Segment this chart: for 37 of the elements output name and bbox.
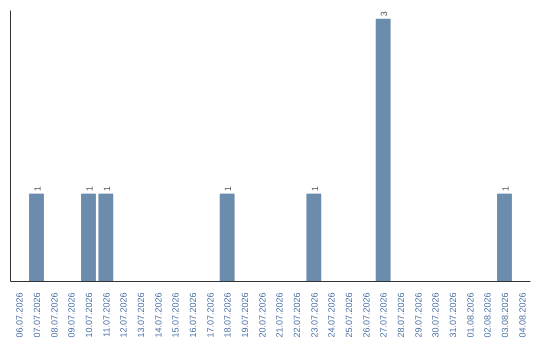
x-tick-label: 30.07.2026	[430, 292, 441, 338]
x-tick-label: 15.07.2026	[170, 292, 181, 338]
data-label: 1	[310, 186, 320, 192]
x-tick-label: 02.08.2026	[482, 292, 493, 338]
x-tick-label: 09.07.2026	[66, 292, 77, 338]
x-tick-label: 10.07.2026	[84, 292, 94, 338]
x-tick-label: 12.07.2026	[118, 292, 129, 338]
x-tick-label: 01.08.2026	[465, 292, 476, 338]
data-label: 1	[102, 186, 112, 192]
x-tick-label: 19.07.2026	[240, 292, 250, 338]
x-tick-label: 20.07.2026	[257, 292, 268, 338]
x-tick-label: 21.07.2026	[274, 292, 285, 338]
x-tick-label: 29.07.2026	[413, 292, 424, 338]
data-label: 3	[379, 11, 390, 16]
x-tick-label: 22.07.2026	[292, 292, 302, 338]
x-tick-label: 04.08.2026	[517, 292, 528, 338]
x-tick-label: 31.07.2026	[448, 292, 458, 338]
x-tick-label: 17.07.2026	[205, 292, 216, 338]
data-label: 1	[32, 186, 42, 192]
x-tick-label: 06.07.2026	[14, 292, 25, 338]
x-tick-label: 24.07.2026	[326, 292, 337, 338]
x-tick-label: 16.07.2026	[188, 292, 198, 338]
x-tick-label: 11.07.2026	[101, 292, 112, 337]
x-tick-label: 25.07.2026	[344, 292, 354, 338]
x-tick-label: 27.07.2026	[378, 292, 389, 338]
x-tick-label: 14.07.2026	[153, 292, 164, 338]
x-tick-label: 08.07.2026	[49, 292, 60, 338]
data-label: 1	[500, 186, 510, 192]
x-tick-label: 23.07.2026	[309, 292, 320, 338]
x-tick-label: 28.07.2026	[396, 292, 406, 338]
data-label: 1	[223, 186, 234, 192]
x-tick-label: 18.07.2026	[222, 292, 233, 338]
x-tick-label: 07.07.2026	[32, 292, 42, 338]
x-tick-label: 26.07.2026	[361, 292, 372, 338]
x-tick-label: 03.08.2026	[500, 292, 510, 338]
data-label: 1	[84, 186, 94, 192]
x-tick-label: 13.07.2026	[136, 292, 146, 338]
